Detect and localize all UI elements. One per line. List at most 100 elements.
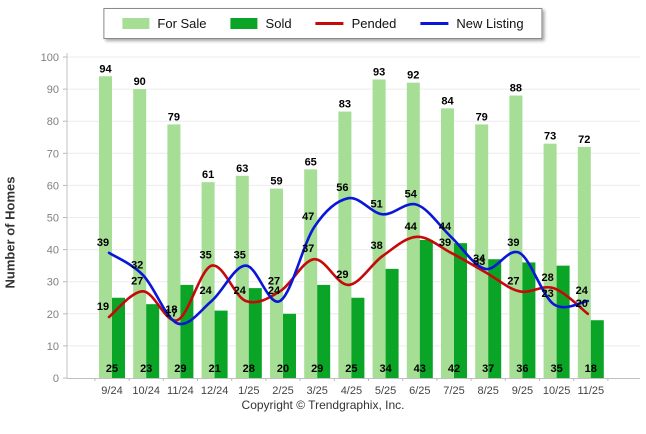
legend-label: Sold [265, 16, 292, 31]
bar-for-sale [372, 79, 386, 378]
value-label: 93 [373, 66, 385, 78]
value-label: 38 [370, 240, 382, 252]
x-axis-label: 10/25 [543, 385, 571, 397]
value-label: 28 [541, 272, 553, 284]
bar-for-sale [577, 146, 591, 378]
bar-for-sale [201, 182, 215, 378]
bar-labels-for-sale: 94 90 79 61 63 59 65 83 93 92 84 79 88 73 72 [99, 63, 590, 187]
bar-for-sale [167, 124, 181, 378]
value-label: 17 [165, 307, 177, 319]
value-label: 35 [234, 250, 246, 262]
bar-sold [214, 310, 228, 378]
value-label: 47 [302, 211, 314, 223]
value-label: 23 [140, 363, 152, 375]
line-labels-new-listing: 39 32 17 24 35 24 47 56 51 54 44 34 39 23 24 [97, 182, 589, 319]
x-axis-label: 7/25 [443, 385, 464, 397]
value-label: 19 [97, 301, 109, 313]
y-tick-label: 30 [47, 277, 59, 289]
value-label: 37 [302, 243, 314, 255]
value-label: 94 [99, 63, 112, 75]
bar-for-sale [133, 89, 147, 378]
bar-sold [556, 265, 570, 378]
value-label: 23 [541, 288, 553, 300]
bar-sold [590, 320, 604, 378]
bar-sold [180, 284, 194, 378]
y-tick-label: 60 [47, 180, 59, 192]
value-label: 88 [510, 83, 522, 95]
legend-label: Pended [351, 16, 397, 31]
bar-for-sale [441, 108, 454, 379]
copyright-text: Copyright © Trendgraphix, Inc. [241, 398, 405, 412]
legend: For Sale Sold Pended New Listing [103, 8, 543, 39]
value-label: 18 [165, 304, 177, 316]
pended-swatch [315, 22, 344, 25]
value-label: 42 [448, 363, 460, 375]
x-axis-label: 11/24 [167, 385, 194, 397]
y-axis-title: Number of Homes [2, 176, 18, 289]
value-label: 63 [236, 163, 248, 175]
value-label: 54 [405, 189, 418, 201]
x-axis-label: 9/25 [512, 385, 533, 397]
value-label: 35 [199, 250, 211, 262]
y-tick-label: 70 [47, 148, 59, 160]
value-label: 27 [131, 275, 143, 287]
y-tick-label: 50 [47, 213, 59, 225]
bar-for-sale [509, 95, 523, 379]
bars-sold [112, 239, 604, 378]
value-label: 79 [168, 111, 180, 123]
value-label: 18 [585, 363, 597, 375]
new-listing-swatch [420, 22, 449, 25]
value-label: 24 [199, 285, 212, 297]
legend-item-for-sale: For Sale [122, 16, 207, 31]
value-label: 36 [516, 363, 528, 375]
value-label: 32 [131, 259, 143, 271]
x-axis-label: 12/24 [201, 385, 229, 397]
y-tick-label: 0 [53, 373, 59, 385]
bar-sold [488, 259, 502, 378]
value-label: 39 [507, 237, 519, 249]
bars-for-sale [99, 76, 591, 379]
value-label: 24 [234, 285, 247, 297]
value-label: 29 [311, 363, 323, 375]
x-axis-label: 2/25 [272, 385, 293, 397]
bar-sold [283, 313, 296, 378]
x-axis-label: 9/24 [101, 385, 122, 397]
x-axis-label: 11/25 [577, 385, 604, 397]
bar-sold [317, 284, 331, 378]
value-label: 44 [439, 221, 452, 233]
value-label: 21 [208, 363, 220, 375]
legend-item-pended: Pended [315, 16, 397, 31]
value-label: 20 [277, 363, 289, 375]
x-axis-label: 4/25 [341, 385, 362, 397]
value-label: 20 [576, 298, 588, 310]
value-label: 43 [414, 363, 426, 375]
new-listing-line [107, 196, 590, 326]
bar-for-sale [99, 76, 112, 378]
value-label: 73 [544, 131, 556, 143]
bar-labels-sold: 25 23 29 21 28 20 29 25 34 43 42 37 36 35 18 [106, 363, 597, 375]
x-axis-label: 6/25 [409, 385, 430, 397]
value-label: 33 [473, 256, 485, 268]
value-label: 24 [576, 285, 589, 297]
value-label: 25 [345, 363, 357, 375]
y-tick-label: 90 [47, 84, 59, 96]
bar-for-sale [235, 175, 249, 378]
x-axis-label: 1/25 [238, 385, 259, 397]
y-tick-label: 40 [47, 245, 59, 257]
value-label: 27 [268, 275, 280, 287]
pended-line [107, 235, 590, 322]
bar-sold [351, 297, 365, 378]
value-label: 72 [578, 134, 590, 146]
bar-sold [146, 304, 160, 378]
value-label: 29 [174, 363, 186, 375]
value-label: 28 [243, 363, 255, 375]
value-label: 61 [202, 169, 214, 181]
sold-swatch [230, 18, 258, 29]
bar-for-sale [406, 82, 420, 379]
bar-sold [385, 268, 399, 378]
y-tick-label: 20 [47, 309, 59, 321]
bar-for-sale [475, 124, 489, 378]
